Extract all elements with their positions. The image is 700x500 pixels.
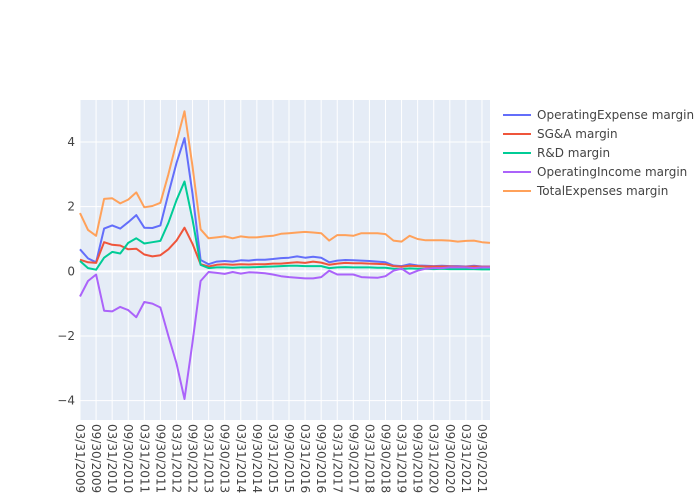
x-tick-label: 03/31/2016 bbox=[298, 424, 312, 493]
x-tick-label: 09/30/2021 bbox=[475, 424, 489, 493]
y-tick-label: 2 bbox=[67, 200, 75, 214]
x-tick-label: 03/31/2013 bbox=[202, 424, 216, 493]
series-lines bbox=[79, 110, 491, 400]
x-tick-label: 03/31/2015 bbox=[266, 424, 280, 493]
x-tick-label: 09/30/2019 bbox=[411, 424, 425, 493]
x-tick-label: 03/31/2020 bbox=[427, 424, 441, 493]
x-tick-label: 03/31/2017 bbox=[330, 424, 344, 493]
x-tick-label: 09/30/2011 bbox=[153, 424, 167, 493]
x-tick-label: 09/30/2020 bbox=[443, 424, 457, 493]
x-tick-label: 03/31/2018 bbox=[362, 424, 376, 493]
legend-label: OperatingExpense margin bbox=[537, 108, 694, 122]
x-tick-label: 03/31/2019 bbox=[395, 424, 409, 493]
legend[interactable]: OperatingExpense margin SG&A margin R&D ma… bbox=[503, 108, 694, 198]
series-line-4 bbox=[79, 110, 491, 244]
y-tick-label: −2 bbox=[57, 329, 75, 343]
legend-item[interactable]: OperatingIncome margin bbox=[503, 165, 687, 179]
x-tick-label: 09/30/2009 bbox=[89, 424, 103, 493]
legend-item[interactable]: TotalExpenses margin bbox=[503, 184, 668, 198]
legend-label: OperatingIncome margin bbox=[537, 165, 687, 179]
legend-item[interactable]: R&D margin bbox=[503, 146, 610, 160]
legend-label: R&D margin bbox=[537, 146, 610, 160]
x-tick-label: 03/31/2010 bbox=[105, 424, 119, 493]
x-tick-label: 09/30/2015 bbox=[282, 424, 296, 493]
x-tick-label: 03/31/2012 bbox=[169, 424, 183, 493]
y-tick-label: −4 bbox=[57, 394, 75, 408]
x-tick-label: 03/31/2009 bbox=[73, 424, 87, 493]
y-tick-label: 4 bbox=[67, 135, 75, 149]
series-line-3 bbox=[79, 266, 490, 400]
y-tick-label: 0 bbox=[67, 264, 75, 278]
x-tick-label: 09/30/2012 bbox=[186, 424, 200, 493]
x-axis-ticks: 03/31/2009 09/30/2009 03/31/2010 09/30/2010… bbox=[73, 424, 489, 493]
x-tick-label: 09/30/2017 bbox=[346, 424, 360, 493]
x-tick-label: 03/31/2011 bbox=[137, 424, 151, 493]
x-tick-label: 03/31/2021 bbox=[459, 424, 473, 493]
legend-item[interactable]: OperatingExpense margin bbox=[503, 108, 694, 122]
legend-item[interactable]: SG&A margin bbox=[503, 127, 618, 141]
legend-label: TotalExpenses margin bbox=[536, 184, 668, 198]
plot-background bbox=[80, 100, 490, 420]
legend-label: SG&A margin bbox=[537, 127, 618, 141]
x-tick-label: 09/30/2013 bbox=[218, 424, 232, 493]
x-tick-label: 09/30/2016 bbox=[314, 424, 328, 493]
x-tick-label: 09/30/2018 bbox=[378, 424, 392, 493]
y-axis-ticks: −4 −2 0 2 4 bbox=[57, 135, 75, 408]
series-line-1 bbox=[79, 226, 490, 268]
x-tick-label: 09/30/2010 bbox=[121, 424, 135, 493]
x-tick-label: 09/30/2014 bbox=[250, 424, 264, 493]
x-tick-label: 03/31/2014 bbox=[234, 424, 248, 493]
